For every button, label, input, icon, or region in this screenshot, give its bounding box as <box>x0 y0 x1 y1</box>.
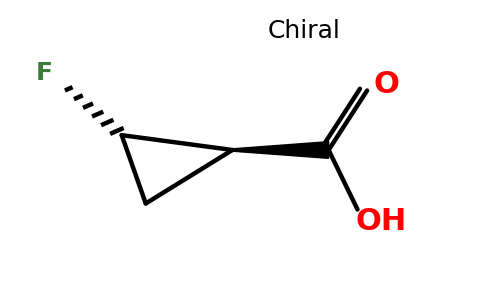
Text: Chiral: Chiral <box>268 19 341 43</box>
Text: O: O <box>374 70 399 99</box>
Polygon shape <box>232 142 329 158</box>
Text: OH: OH <box>356 207 407 236</box>
Text: F: F <box>36 61 53 85</box>
